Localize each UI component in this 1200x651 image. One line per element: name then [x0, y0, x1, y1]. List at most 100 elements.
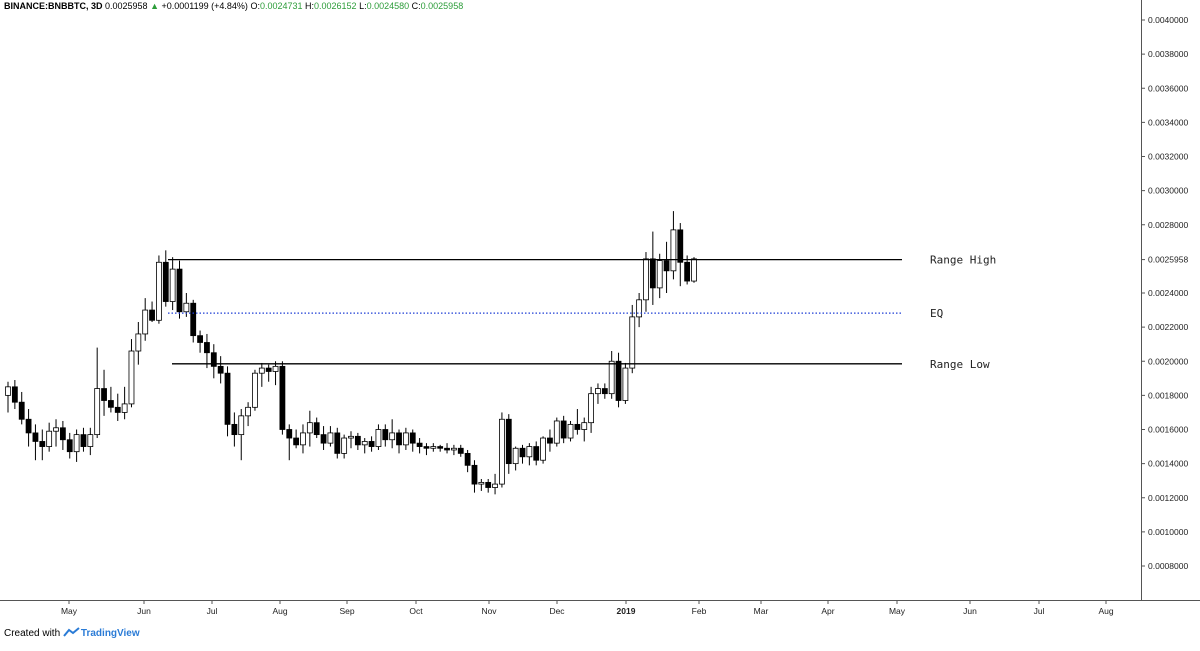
- candle-body: [313, 422, 320, 436]
- candle-body: [169, 268, 176, 302]
- tradingview-logo-icon: [63, 627, 80, 637]
- candle: [588, 386, 594, 433]
- candle-body: [574, 423, 581, 430]
- x-tick-label: 2019: [617, 606, 636, 616]
- y-axis: 0.0008000 0.0010000 0.0012000 0.0014000 0.00…: [1141, 15, 1188, 571]
- candle-body: [505, 418, 512, 465]
- x-tick-label: Aug: [1098, 606, 1113, 616]
- high-value: 0.0026152: [314, 1, 357, 11]
- candle: [238, 409, 245, 461]
- candle-body: [334, 432, 341, 454]
- candle-body: [478, 481, 485, 485]
- candle: [540, 436, 546, 464]
- candle: [197, 330, 203, 353]
- candle-body: [25, 418, 32, 434]
- candle: [80, 427, 87, 452]
- candle-body: [396, 432, 402, 446]
- candle: [5, 381, 11, 413]
- candle-body: [258, 367, 265, 374]
- candle-body: [306, 422, 313, 434]
- candle-body: [18, 401, 25, 420]
- candle-body: [409, 432, 416, 444]
- candle: [87, 427, 94, 456]
- price-change: +0.0001199 (+4.84%): [161, 1, 248, 11]
- candle-body: [204, 342, 210, 354]
- x-tick-label: Nov: [481, 606, 497, 616]
- candle: [313, 417, 320, 439]
- candle-body: [684, 261, 691, 282]
- footer-credit[interactable]: Created with TradingView: [4, 627, 140, 641]
- candle: [300, 424, 306, 454]
- candle: [176, 260, 183, 319]
- candle: [258, 362, 265, 387]
- candle: [293, 429, 300, 449]
- candle-body: [519, 447, 526, 458]
- candle-body: [402, 432, 409, 446]
- candle: [437, 444, 444, 452]
- candle: [135, 322, 142, 365]
- candle-body: [485, 481, 492, 488]
- candle-body: [210, 352, 217, 367]
- candle-body: [348, 435, 354, 439]
- candle-body: [183, 302, 190, 313]
- candle-body: [80, 434, 87, 447]
- x-axis: May Jun Jul Aug Sep Oct Nov Dec 2019 Feb Mar Apr May…: [61, 600, 1114, 616]
- candle-body: [327, 432, 334, 444]
- candle: [499, 412, 505, 488]
- candle-body: [677, 229, 684, 263]
- candle-body: [32, 432, 39, 442]
- close-value: 0.0025958: [420, 1, 464, 11]
- low-label: L:: [359, 1, 367, 11]
- candle-body: [643, 258, 649, 301]
- candle-body: [499, 418, 505, 485]
- candle: [560, 415, 567, 444]
- candle-body: [560, 420, 567, 439]
- candle-body: [430, 446, 437, 449]
- candle-body: [450, 447, 457, 451]
- candle-body: [622, 367, 629, 401]
- high-label: H:: [305, 1, 315, 11]
- candle-body: [457, 447, 464, 454]
- y-tick-label: 0.0030000: [1148, 186, 1188, 196]
- candle-body: [368, 441, 375, 447]
- candle-body: [656, 260, 663, 289]
- candle-body: [265, 367, 272, 372]
- candle: [656, 253, 663, 299]
- candle-body: [73, 434, 80, 453]
- candle: [444, 443, 450, 454]
- candle: [485, 478, 492, 493]
- candle: [11, 380, 18, 410]
- candle: [430, 443, 437, 452]
- candles: [5, 211, 697, 495]
- candle-body: [691, 258, 697, 282]
- candle: [547, 429, 553, 452]
- y-tick-label: 0.0024000: [1148, 288, 1188, 298]
- candle-body: [217, 365, 224, 374]
- candle: [245, 402, 252, 427]
- candle-body: [66, 439, 73, 453]
- candle: [368, 436, 375, 452]
- candle: [670, 211, 677, 280]
- candle-body: [121, 403, 128, 413]
- candle: [327, 426, 334, 447]
- candle: [94, 347, 101, 439]
- candle: [252, 369, 258, 411]
- candle: [306, 410, 313, 447]
- candle: [156, 255, 162, 324]
- x-tick-label: Feb: [692, 606, 707, 616]
- candle: [677, 223, 684, 287]
- candle-body: [5, 386, 11, 396]
- candle-body: [293, 437, 300, 446]
- candle: [663, 241, 670, 293]
- x-tick-label: Apr: [821, 606, 834, 616]
- y-tick-label: 0.0012000: [1148, 493, 1188, 503]
- y-tick-label: 0.0020000: [1148, 356, 1188, 366]
- candle: [59, 420, 66, 450]
- level-label-eq: EQ: [930, 307, 943, 320]
- candle: [601, 383, 608, 399]
- candle-body: [581, 422, 588, 430]
- candle: [354, 432, 361, 450]
- x-tick-label: Aug: [272, 606, 287, 616]
- candle: [409, 429, 416, 452]
